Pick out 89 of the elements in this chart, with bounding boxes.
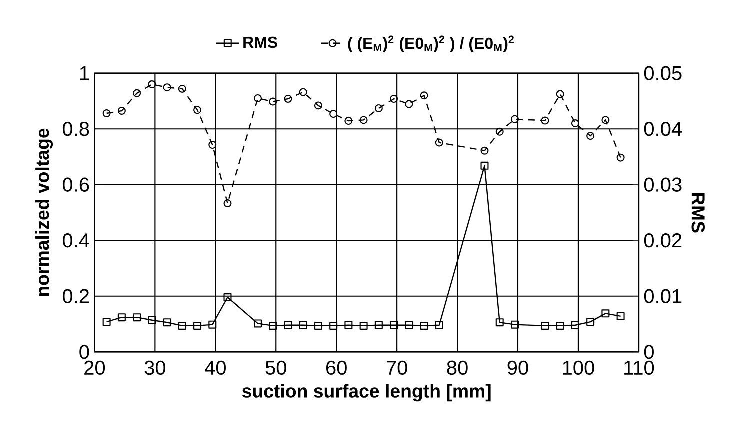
y-tick-label: 0.2 bbox=[62, 290, 90, 304]
point bbox=[314, 322, 322, 330]
point bbox=[360, 322, 368, 330]
text: ( (E$_{M}$)$^{2}$ (E0$_{M}$)$^{2}$ ) / (E0$_{M}$)$^{2}$ bbox=[348, 36, 514, 53]
y2-tick-label: 0.04 bbox=[644, 122, 682, 136]
point bbox=[496, 318, 504, 327]
point bbox=[405, 322, 414, 330]
x-tick-label: 70 bbox=[386, 361, 408, 376]
point bbox=[194, 106, 202, 114]
point bbox=[102, 110, 111, 118]
x-tick-label: 90 bbox=[508, 361, 528, 376]
y-tick-label: 0.6 bbox=[62, 178, 90, 192]
point bbox=[390, 322, 398, 330]
point bbox=[374, 104, 383, 113]
point bbox=[420, 322, 428, 330]
point bbox=[269, 98, 278, 106]
point bbox=[299, 322, 308, 330]
y-tick-label: 1 bbox=[80, 66, 90, 80]
point bbox=[571, 322, 580, 330]
point bbox=[360, 116, 368, 124]
point bbox=[435, 322, 444, 330]
point bbox=[510, 116, 519, 124]
point bbox=[208, 321, 217, 330]
y2-tick-label: 0.02 bbox=[644, 234, 682, 248]
point bbox=[254, 320, 262, 328]
x-tick-label: 80 bbox=[447, 361, 468, 376]
y-tick-label: 0.8 bbox=[62, 122, 90, 136]
point bbox=[496, 128, 504, 136]
point bbox=[616, 154, 625, 162]
point bbox=[344, 322, 353, 330]
y-axis-title: normalized voltage bbox=[36, 129, 54, 296]
point bbox=[148, 316, 156, 325]
point bbox=[163, 318, 172, 327]
point bbox=[284, 95, 292, 104]
point bbox=[299, 88, 308, 97]
point bbox=[224, 294, 232, 302]
x-tick-label: 40 bbox=[204, 361, 226, 376]
point bbox=[541, 322, 550, 330]
point bbox=[420, 92, 428, 100]
y2-tick-label: 0.01 bbox=[644, 290, 682, 304]
y2-tick-label: 0.03 bbox=[644, 178, 682, 192]
point bbox=[208, 141, 217, 150]
point bbox=[269, 322, 278, 330]
point bbox=[556, 90, 564, 99]
point bbox=[102, 318, 111, 326]
x-tick-label: 110 bbox=[624, 361, 654, 376]
point bbox=[224, 200, 232, 208]
point bbox=[616, 312, 625, 321]
point bbox=[405, 100, 414, 109]
y2-axis-title: RMS bbox=[692, 194, 705, 234]
x-tick-label: 100 bbox=[563, 361, 594, 376]
y2-tick-label: 0 bbox=[644, 345, 654, 360]
point bbox=[344, 117, 353, 126]
x-tick-label: 20 bbox=[84, 361, 106, 376]
point bbox=[133, 314, 142, 322]
point bbox=[314, 102, 322, 110]
point bbox=[118, 107, 126, 116]
point bbox=[330, 110, 338, 118]
point bbox=[254, 94, 262, 103]
point bbox=[586, 132, 595, 140]
point bbox=[118, 314, 126, 322]
y-tick-label: 0.4 bbox=[62, 234, 90, 248]
point bbox=[480, 162, 489, 170]
point bbox=[178, 322, 186, 330]
point bbox=[571, 120, 580, 128]
x-tick-label: 30 bbox=[144, 361, 166, 376]
point bbox=[541, 116, 550, 125]
x-tick-label: 60 bbox=[326, 361, 347, 376]
point bbox=[194, 322, 202, 330]
y-tick-label: 0 bbox=[80, 345, 90, 360]
point bbox=[284, 322, 292, 330]
point bbox=[480, 147, 489, 156]
point bbox=[556, 322, 564, 330]
point bbox=[586, 318, 595, 326]
point bbox=[178, 85, 186, 94]
point bbox=[148, 80, 156, 89]
legend-label: RMS bbox=[244, 37, 278, 48]
point bbox=[390, 95, 398, 104]
point bbox=[374, 322, 383, 330]
y2-tick-label: 0.05 bbox=[644, 66, 682, 81]
x-tick-label: 50 bbox=[266, 361, 286, 376]
point bbox=[163, 84, 172, 92]
point bbox=[510, 321, 519, 330]
point bbox=[330, 322, 338, 330]
point bbox=[602, 310, 610, 318]
x-axis-title: suction surface length [mm] bbox=[242, 384, 491, 402]
point bbox=[133, 90, 142, 98]
point bbox=[435, 139, 444, 148]
point bbox=[602, 116, 610, 124]
